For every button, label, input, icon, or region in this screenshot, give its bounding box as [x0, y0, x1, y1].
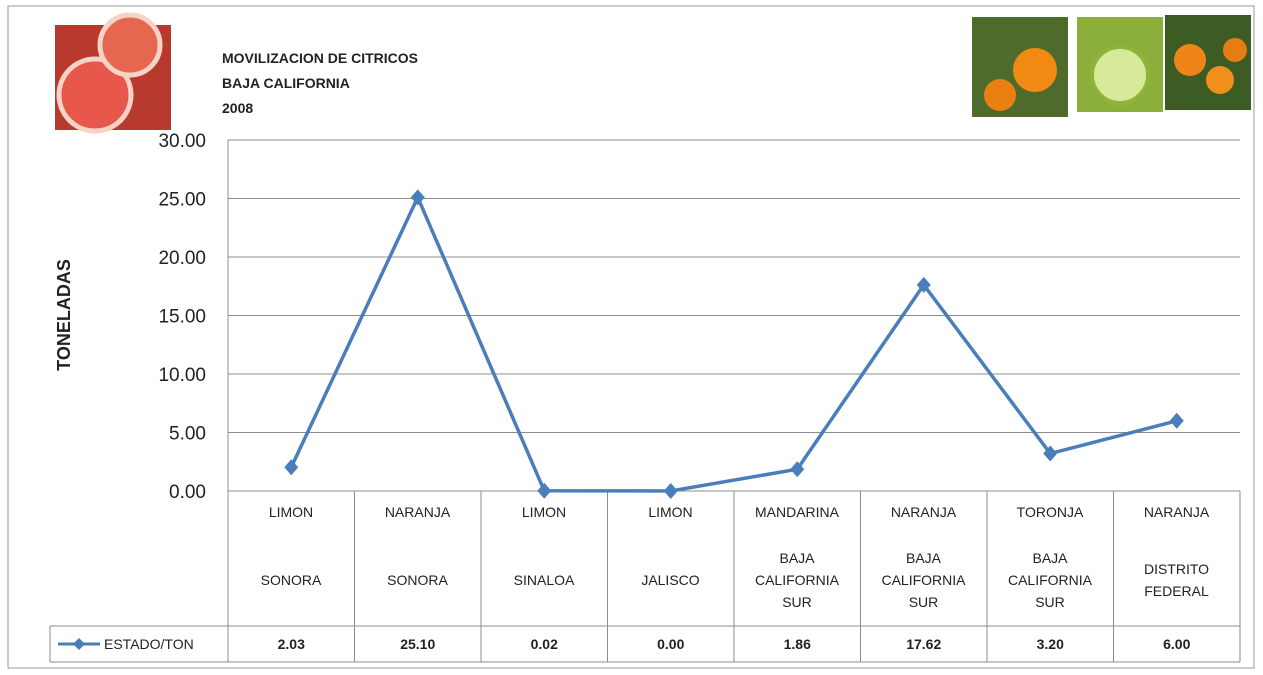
y-tick-label: 10.00: [158, 365, 206, 386]
category-label: LIMON: [648, 504, 693, 520]
data-label: 3.20: [1037, 636, 1064, 652]
category-label: SONORA: [260, 572, 322, 588]
y-tick-label: 25.00: [158, 190, 206, 211]
legend-label: ESTADO/TON: [104, 636, 194, 652]
data-label: 25.10: [400, 636, 435, 652]
category-label: SINALOA: [513, 572, 575, 588]
marker: [663, 483, 678, 499]
y-axis-label: TONELADAS: [54, 259, 74, 371]
category-label: BAJA CALIFORNIA SUR: [1007, 550, 1092, 610]
data-label: 17.62: [906, 636, 941, 652]
y-tick-label: 5.00: [169, 424, 206, 445]
chart-title: BAJA CALIFORNIA: [222, 75, 350, 91]
category-label: DISTRITO FEDERAL: [1143, 561, 1210, 599]
y-tick-label: 0.00: [169, 482, 206, 503]
marker: [916, 276, 931, 293]
photo-limes: [1077, 17, 1163, 112]
category-label: NARANJA: [384, 504, 451, 520]
category-label: TORONJA: [1016, 504, 1084, 520]
category-label: LIMON: [521, 504, 567, 520]
y-tick-label: 20.00: [158, 248, 206, 269]
data-label: 0.00: [657, 636, 684, 652]
marker: [1169, 412, 1184, 429]
photo-tree: [1165, 15, 1251, 110]
category-label: JALISCO: [641, 572, 700, 588]
category-label: LIMON: [268, 504, 314, 520]
y-tick-label: 30.00: [158, 131, 206, 152]
photo-oranges: [972, 17, 1068, 117]
marker: [790, 461, 805, 478]
data-label: 1.86: [784, 636, 811, 652]
marker: [537, 482, 552, 499]
marker: [284, 459, 299, 476]
marker: [410, 189, 425, 206]
data-label: 6.00: [1163, 636, 1190, 652]
data-label: 2.03: [278, 636, 305, 652]
chart-title: MOVILIZACION DE CITRICOS: [222, 50, 418, 66]
photo-grapefruit: [55, 12, 171, 134]
chart-title: 2008: [222, 100, 254, 116]
category-label: SONORA: [387, 572, 448, 588]
data-label: 0.02: [531, 636, 558, 652]
category-label: MANDARINA: [754, 504, 839, 520]
marker: [1043, 445, 1058, 462]
y-tick-label: 15.00: [158, 307, 206, 328]
category-label: BAJA CALIFORNIA SUR: [754, 550, 839, 610]
category-label: NARANJA: [890, 504, 957, 520]
frame: [7, 5, 1255, 669]
category-label: NARANJA: [1143, 504, 1210, 520]
line: [289, 193, 1178, 493]
legend-marker: [73, 638, 85, 650]
category-label: BAJA CALIFORNIA SUR: [881, 550, 966, 610]
